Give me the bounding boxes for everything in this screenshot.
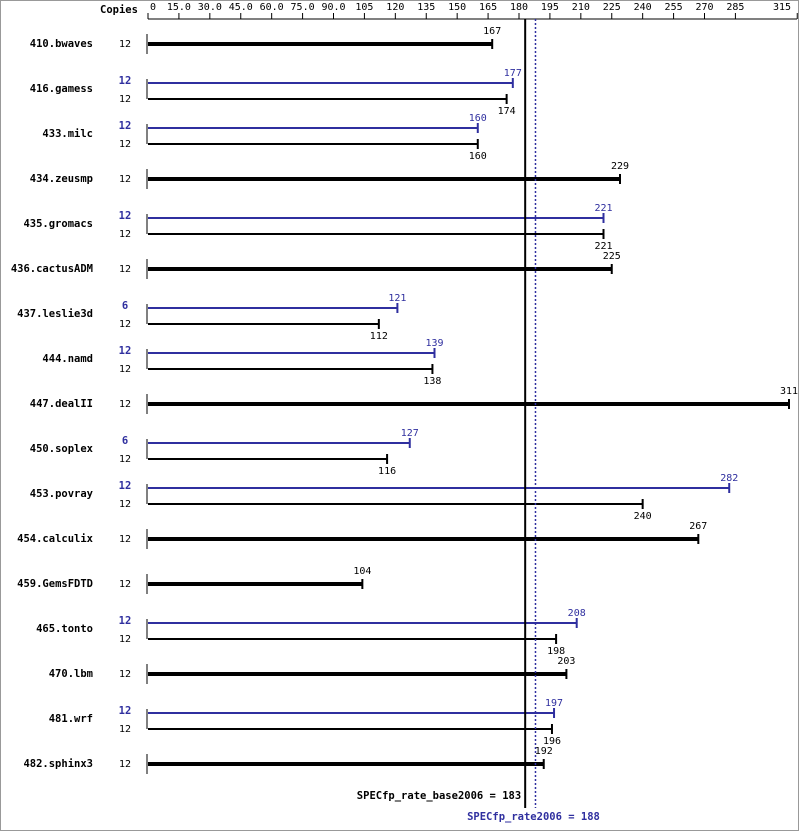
value-label: 167 bbox=[483, 26, 501, 37]
benchmark-name: 459.GemsFDTD bbox=[17, 578, 93, 590]
copies: 12 bbox=[119, 705, 132, 717]
benchmark-name: 450.soplex bbox=[30, 443, 94, 455]
benchmark-name: 465.tonto bbox=[36, 623, 93, 635]
value-label: 198 bbox=[547, 646, 565, 657]
value-label: 112 bbox=[370, 331, 388, 342]
benchmark-name: 453.povray bbox=[30, 488, 94, 500]
copies: 12 bbox=[119, 319, 131, 330]
benchmark-name: 416.gamess bbox=[30, 83, 93, 95]
value-label: 127 bbox=[401, 428, 419, 439]
copies: 12 bbox=[119, 499, 131, 510]
copies: 6 bbox=[122, 300, 128, 312]
benchmark-name: 470.lbm bbox=[49, 668, 93, 680]
value-label: 267 bbox=[689, 521, 707, 532]
copies: 12 bbox=[119, 345, 132, 357]
copies: 12 bbox=[119, 264, 131, 275]
x-tick-label: 285 bbox=[726, 2, 744, 13]
value-label: 174 bbox=[498, 106, 516, 117]
x-tick-label: 120 bbox=[386, 2, 404, 13]
benchmark-name: 437.leslie3d bbox=[17, 308, 93, 320]
copies-header: Copies bbox=[100, 4, 138, 16]
benchmark-name: 481.wrf bbox=[49, 713, 93, 725]
value-label: 160 bbox=[469, 113, 487, 124]
value-label: 208 bbox=[568, 608, 586, 619]
x-tick-label: 0 bbox=[150, 2, 156, 13]
x-tick-label: 15.0 bbox=[167, 2, 191, 13]
copies: 12 bbox=[119, 94, 131, 105]
benchmark-name: 447.dealII bbox=[30, 398, 93, 410]
value-label: 225 bbox=[603, 251, 621, 262]
value-label: 229 bbox=[611, 161, 629, 172]
copies: 12 bbox=[119, 364, 131, 375]
x-tick-label: 135 bbox=[417, 2, 435, 13]
value-label: 138 bbox=[423, 376, 441, 387]
value-label: 221 bbox=[594, 241, 612, 252]
value-label: 282 bbox=[720, 473, 738, 484]
x-tick-label: 90.0 bbox=[321, 2, 345, 13]
copies: 12 bbox=[119, 399, 131, 410]
value-label: 121 bbox=[388, 293, 406, 304]
benchmark-name: 444.namd bbox=[42, 353, 93, 365]
value-label: 139 bbox=[425, 338, 443, 349]
copies: 12 bbox=[119, 75, 132, 87]
value-label: 104 bbox=[353, 566, 371, 577]
copies: 6 bbox=[122, 435, 128, 447]
x-tick-label: 105 bbox=[355, 2, 373, 13]
copies: 12 bbox=[119, 615, 132, 627]
x-tick-label: 240 bbox=[634, 2, 652, 13]
value-label: 197 bbox=[545, 698, 563, 709]
value-label: 196 bbox=[543, 736, 561, 747]
value-label: 177 bbox=[504, 68, 522, 79]
reference-label: SPECfp_rate2006 = 188 bbox=[467, 811, 600, 823]
copies: 12 bbox=[119, 210, 132, 222]
benchmark-name: 433.milc bbox=[42, 128, 93, 140]
x-tick-label: 255 bbox=[665, 2, 683, 13]
copies: 12 bbox=[119, 39, 131, 50]
benchmark-name: 482.sphinx3 bbox=[23, 758, 93, 770]
value-label: 221 bbox=[594, 203, 612, 214]
copies: 12 bbox=[119, 579, 131, 590]
x-tick-label: 45.0 bbox=[229, 2, 253, 13]
value-label: 311 bbox=[780, 386, 798, 397]
benchmark-name: 410.bwaves bbox=[30, 38, 93, 50]
copies: 12 bbox=[119, 229, 131, 240]
x-tick-label: 210 bbox=[572, 2, 590, 13]
x-tick-label: 195 bbox=[541, 2, 559, 13]
copies: 12 bbox=[119, 120, 132, 132]
benchmark-name: 454.calculix bbox=[17, 533, 94, 545]
copies: 12 bbox=[119, 139, 131, 150]
copies: 12 bbox=[119, 759, 131, 770]
copies: 12 bbox=[119, 724, 131, 735]
x-tick-label: 180 bbox=[510, 2, 528, 13]
benchmark-name: 436.cactusADM bbox=[11, 263, 93, 275]
x-tick-label: 150 bbox=[448, 2, 466, 13]
copies: 12 bbox=[119, 634, 131, 645]
value-label: 116 bbox=[378, 466, 396, 477]
benchmark-name: 434.zeusmp bbox=[30, 173, 93, 185]
value-label: 192 bbox=[535, 746, 553, 757]
value-label: 203 bbox=[557, 656, 575, 667]
value-label: 160 bbox=[469, 151, 487, 162]
copies: 12 bbox=[119, 174, 131, 185]
x-tick-label: 165 bbox=[479, 2, 497, 13]
x-tick-label: 30.0 bbox=[198, 2, 222, 13]
copies: 12 bbox=[119, 669, 131, 680]
reference-label: SPECfp_rate_base2006 = 183 bbox=[357, 790, 521, 802]
x-tick-label: 315 bbox=[773, 2, 791, 13]
x-tick-label: 60.0 bbox=[260, 2, 284, 13]
copies: 12 bbox=[119, 454, 131, 465]
x-tick-label: 270 bbox=[695, 2, 713, 13]
copies: 12 bbox=[119, 534, 131, 545]
x-tick-label: 225 bbox=[603, 2, 621, 13]
copies: 12 bbox=[119, 480, 132, 492]
value-label: 240 bbox=[634, 511, 652, 522]
x-tick-label: 75.0 bbox=[291, 2, 315, 13]
benchmark-name: 435.gromacs bbox=[23, 218, 93, 230]
